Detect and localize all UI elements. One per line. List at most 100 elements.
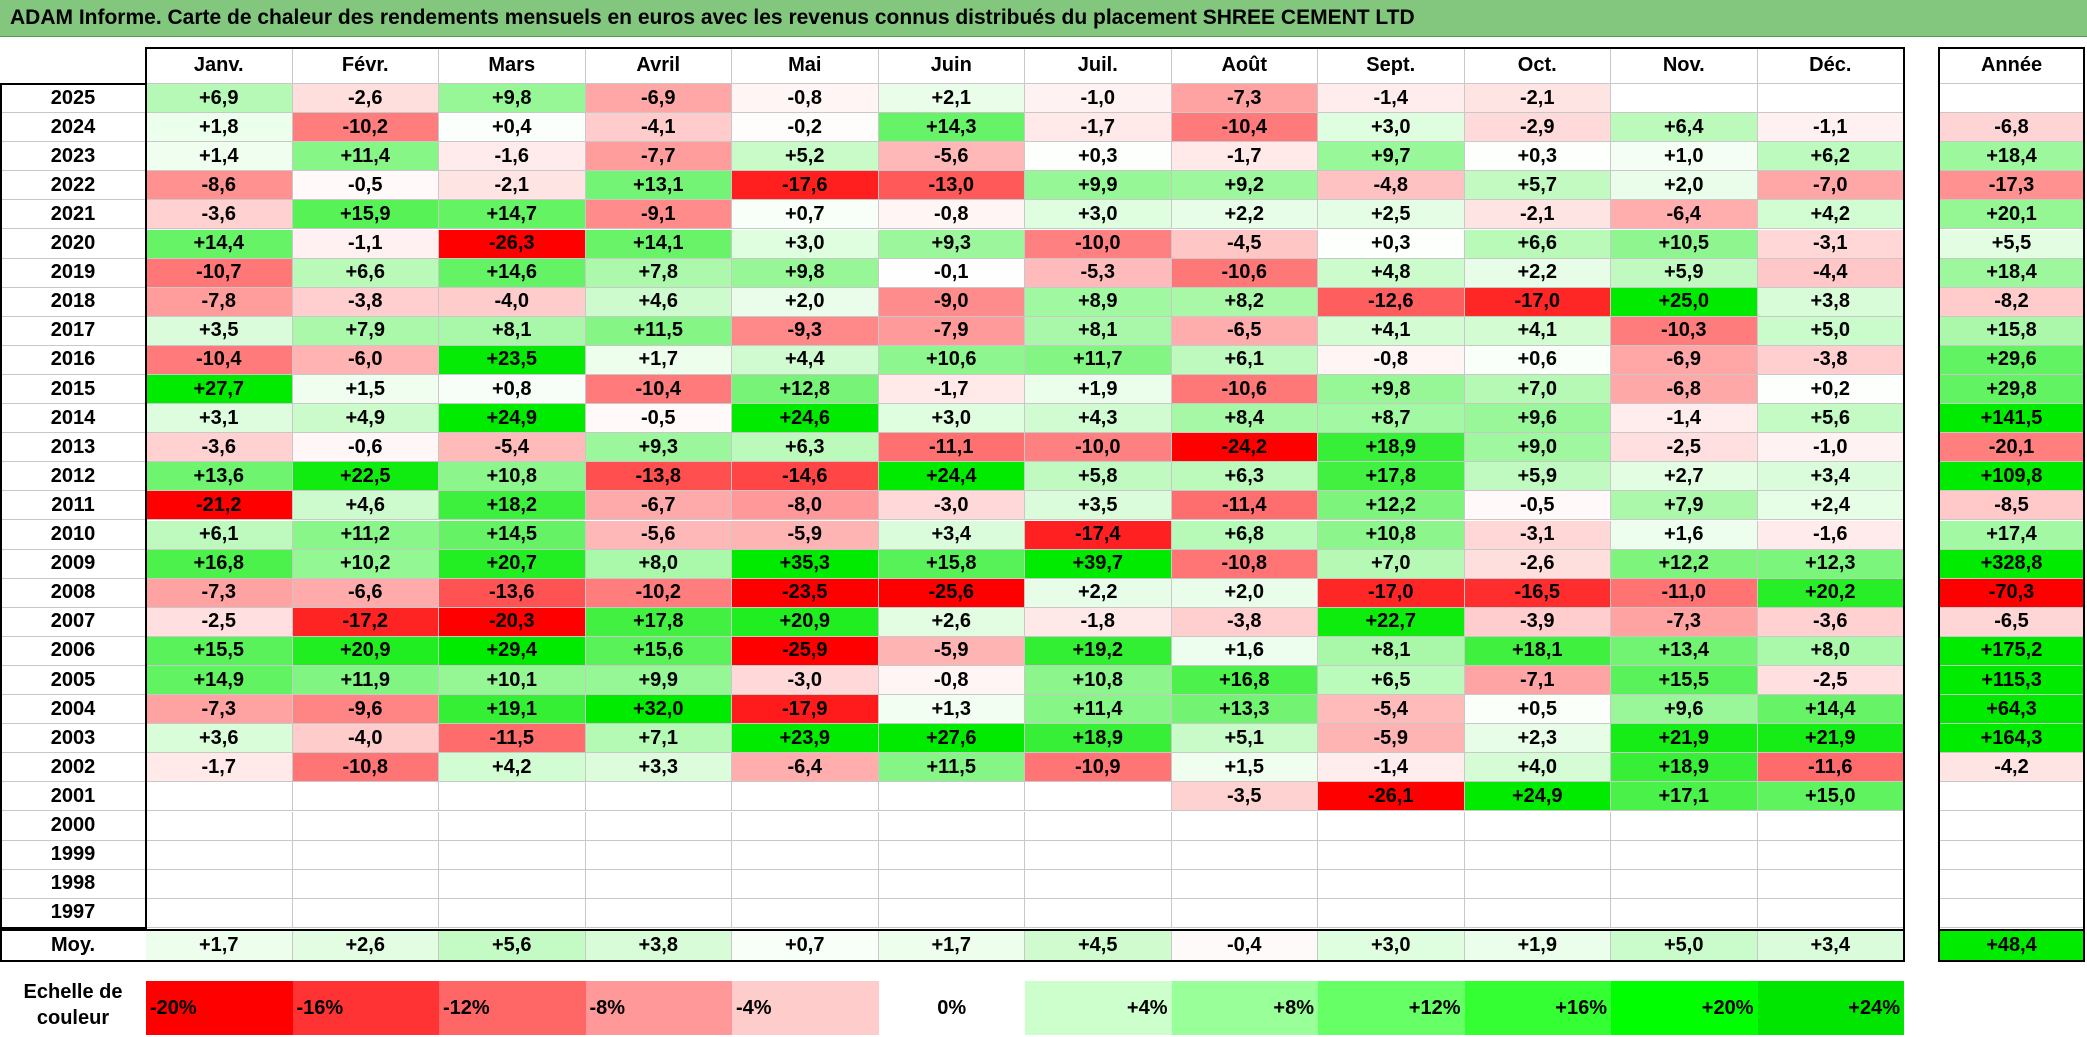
heatmap-cell: [439, 840, 586, 870]
heatmap-cell: -5,4: [439, 433, 586, 463]
color-scale-swatch: -8%: [585, 981, 732, 1035]
annual-cell: [1939, 840, 2085, 870]
heatmap-cell: +7,8: [585, 258, 732, 288]
heatmap-cell: -17,0: [1318, 578, 1465, 608]
heatmap-cell: +0,6: [1464, 345, 1611, 375]
heatmap-cell: -13,0: [878, 171, 1025, 201]
annual-cell: -6,8: [1939, 113, 2085, 143]
year-label: 2021: [0, 200, 146, 230]
heatmap-cell: +2,2: [1464, 258, 1611, 288]
heatmap-cell: -1,7: [1171, 142, 1318, 172]
heatmap-cell: [732, 898, 879, 928]
average-cell: +5,0: [1611, 930, 1758, 961]
heatmap-cell: -0,6: [292, 433, 439, 463]
heatmap-cell: -10,4: [585, 375, 732, 405]
heatmap-cell: -6,9: [585, 84, 732, 114]
annual-cell: +141,5: [1939, 404, 2085, 434]
heatmap-cell: -9,1: [585, 200, 732, 230]
heatmap-cell: [1025, 782, 1172, 812]
heatmap-cell: +19,1: [439, 695, 586, 725]
heatmap-cell: -6,4: [732, 753, 879, 783]
annual-cell: +18,4: [1939, 142, 2085, 172]
heatmap-cell: +1,4: [146, 142, 293, 172]
heatmap-cell: [1171, 811, 1318, 841]
year-label: 1998: [0, 869, 146, 899]
heatmap-cell: +3,0: [732, 229, 879, 259]
heatmap-cell: -3,8: [1171, 607, 1318, 637]
heatmap-cell: +8,0: [1757, 636, 1904, 666]
heatmap-cell: +3,6: [146, 724, 293, 754]
heatmap-cell: +12,8: [732, 375, 879, 405]
heatmap-cell: -7,3: [1611, 607, 1758, 637]
heatmap-cell: [585, 811, 732, 841]
heatmap-cell: +10,2: [292, 549, 439, 579]
heatmap-cell: -0,8: [1318, 345, 1465, 375]
average-cell: +3,0: [1318, 930, 1465, 961]
heatmap-cell: -17,6: [732, 171, 879, 201]
column-header: Juin: [878, 48, 1025, 84]
heatmap-cell: +18,9: [1318, 433, 1465, 463]
heatmap-cell: +6,4: [1611, 113, 1758, 143]
annual-cell: -17,3: [1939, 171, 2085, 201]
heatmap-cell: +4,6: [585, 287, 732, 317]
heatmap-cell: -17,0: [1464, 287, 1611, 317]
year-label: 2007: [0, 607, 146, 637]
heatmap-cell: +3,1: [146, 404, 293, 434]
heatmap-cell: -25,6: [878, 578, 1025, 608]
heatmap-cell: -10,2: [585, 578, 732, 608]
heatmap-cell: -2,5: [1757, 666, 1904, 696]
heatmap-cell: -2,1: [439, 171, 586, 201]
heatmap-cell: +2,2: [1171, 200, 1318, 230]
heatmap-cell: +1,5: [1171, 753, 1318, 783]
color-scale-swatch: -20%: [146, 981, 293, 1035]
heatmap-cell: +7,0: [1318, 549, 1465, 579]
year-label: 2022: [0, 171, 146, 201]
heatmap-cell: +9,8: [1318, 375, 1465, 405]
heatmap-cell: +5,9: [1464, 462, 1611, 492]
heatmap-cell: +7,1: [585, 724, 732, 754]
heatmap-cell: +3,0: [878, 404, 1025, 434]
heatmap-cell: -5,6: [585, 520, 732, 550]
heatmap-cell: +3,0: [1318, 113, 1465, 143]
heatmap-cell: +29,4: [439, 636, 586, 666]
heatmap-cell: -2,5: [146, 607, 293, 637]
heatmap-cell: +18,1: [1464, 636, 1611, 666]
heatmap-cell: +4,4: [732, 345, 879, 375]
heatmap-cell: +6,6: [1464, 229, 1611, 259]
heatmap-cell: +5,9: [1611, 258, 1758, 288]
heatmap-cell: -1,6: [1757, 520, 1904, 550]
heatmap-cell: -7,1: [1464, 666, 1611, 696]
heatmap-cell: [146, 869, 293, 899]
heatmap-cell: +24,9: [439, 404, 586, 434]
year-label: 2023: [0, 142, 146, 172]
column-header: Févr.: [292, 48, 439, 84]
heatmap-cell: +2,0: [732, 287, 879, 317]
heatmap-cell: -6,0: [292, 345, 439, 375]
heatmap-cell: +9,2: [1171, 171, 1318, 201]
heatmap-cell: +10,8: [1318, 520, 1465, 550]
heatmap-cell: [1025, 898, 1172, 928]
heatmap-cell: +10,8: [1025, 666, 1172, 696]
year-label: 2017: [0, 316, 146, 346]
heatmap-cell: +9,3: [585, 433, 732, 463]
heatmap-cell: [585, 782, 732, 812]
heatmap-cell: +4,0: [1464, 753, 1611, 783]
heatmap-cell: +0,4: [439, 113, 586, 143]
heatmap-cell: -10,4: [146, 345, 293, 375]
heatmap-cell: -10,0: [1025, 229, 1172, 259]
heatmap-cell: [1611, 840, 1758, 870]
year-label: 2003: [0, 724, 146, 754]
heatmap-cell: +9,6: [1611, 695, 1758, 725]
heatmap-cell: [1318, 869, 1465, 899]
heatmap-cell: +16,8: [1171, 666, 1318, 696]
average-cell: +1,7: [878, 930, 1025, 961]
year-label: 2014: [0, 404, 146, 434]
average-label: Moy.: [0, 930, 146, 961]
heatmap-cell: +0,3: [1318, 229, 1465, 259]
year-label: 2020: [0, 229, 146, 259]
heatmap-cell: +39,7: [1025, 549, 1172, 579]
heatmap-cell: +2,4: [1757, 491, 1904, 521]
year-label: 2001: [0, 782, 146, 812]
heatmap-cell: -1,0: [1025, 84, 1172, 114]
heatmap-cell: -1,1: [292, 229, 439, 259]
